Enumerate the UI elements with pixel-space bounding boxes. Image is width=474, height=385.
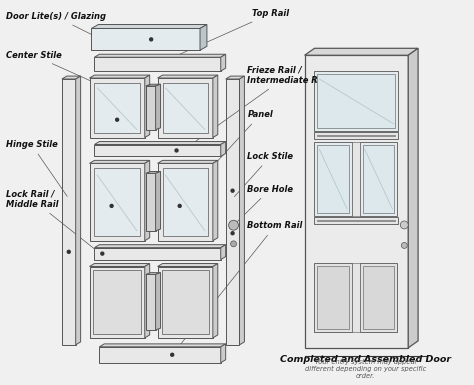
Polygon shape xyxy=(305,55,408,348)
Polygon shape xyxy=(146,173,155,231)
Polygon shape xyxy=(213,161,218,241)
Polygon shape xyxy=(226,76,245,79)
Polygon shape xyxy=(213,75,218,137)
Text: Panel: Panel xyxy=(182,110,273,200)
Polygon shape xyxy=(213,263,218,338)
Bar xyxy=(318,266,349,329)
Polygon shape xyxy=(94,142,226,144)
Text: Your entry system may appear
different depending on your specific
order.: Your entry system may appear different d… xyxy=(305,359,427,379)
Polygon shape xyxy=(157,266,213,338)
Polygon shape xyxy=(100,347,221,363)
Polygon shape xyxy=(226,79,239,345)
Polygon shape xyxy=(91,28,200,50)
Polygon shape xyxy=(145,263,150,338)
Polygon shape xyxy=(157,78,213,137)
Bar xyxy=(363,144,394,213)
Text: Center Stile: Center Stile xyxy=(6,51,148,107)
Bar xyxy=(162,271,209,334)
Circle shape xyxy=(150,38,153,41)
Text: Top Rail: Top Rail xyxy=(160,9,290,63)
Polygon shape xyxy=(221,344,226,363)
Polygon shape xyxy=(90,78,145,137)
Bar xyxy=(318,74,395,128)
Polygon shape xyxy=(145,75,150,137)
Circle shape xyxy=(110,204,113,208)
Polygon shape xyxy=(90,163,145,241)
Circle shape xyxy=(67,250,70,253)
Polygon shape xyxy=(146,275,155,330)
Bar xyxy=(314,263,352,332)
Polygon shape xyxy=(62,76,81,79)
Polygon shape xyxy=(157,161,218,163)
Circle shape xyxy=(101,252,104,255)
Polygon shape xyxy=(157,163,213,241)
Bar xyxy=(94,83,140,132)
Text: Frieze Rail /
Intermediate Rail: Frieze Rail / Intermediate Rail xyxy=(185,65,329,149)
Polygon shape xyxy=(76,76,81,345)
Text: Bore Hole: Bore Hole xyxy=(236,185,293,223)
Polygon shape xyxy=(155,171,161,231)
Bar xyxy=(163,83,208,132)
Polygon shape xyxy=(146,84,161,86)
Circle shape xyxy=(401,221,408,229)
Polygon shape xyxy=(90,161,150,163)
Polygon shape xyxy=(100,344,226,347)
Circle shape xyxy=(231,232,234,235)
Bar xyxy=(163,168,208,236)
Polygon shape xyxy=(90,263,150,266)
Polygon shape xyxy=(146,273,161,275)
Polygon shape xyxy=(90,75,150,78)
Polygon shape xyxy=(221,54,226,71)
Circle shape xyxy=(228,220,238,230)
Circle shape xyxy=(171,353,173,356)
Polygon shape xyxy=(94,57,221,71)
Circle shape xyxy=(231,189,234,192)
Polygon shape xyxy=(157,75,218,78)
Polygon shape xyxy=(157,263,218,266)
Polygon shape xyxy=(94,144,221,156)
Bar xyxy=(363,266,394,329)
Polygon shape xyxy=(146,171,161,173)
Polygon shape xyxy=(239,76,245,345)
Polygon shape xyxy=(305,48,418,55)
Polygon shape xyxy=(155,84,161,130)
Bar xyxy=(314,71,398,131)
Polygon shape xyxy=(200,25,207,50)
Polygon shape xyxy=(62,79,76,345)
Polygon shape xyxy=(146,86,155,130)
Polygon shape xyxy=(145,161,150,241)
Polygon shape xyxy=(94,245,226,248)
Polygon shape xyxy=(90,266,145,338)
Bar xyxy=(318,144,349,213)
Bar xyxy=(360,142,397,216)
Bar xyxy=(314,132,398,139)
Text: Bottom Rail: Bottom Rail xyxy=(174,221,303,353)
Bar xyxy=(360,263,397,332)
Bar xyxy=(94,168,140,236)
Circle shape xyxy=(231,241,237,247)
Polygon shape xyxy=(94,54,226,57)
Bar xyxy=(318,220,395,221)
Text: Hinge Stile: Hinge Stile xyxy=(6,140,67,196)
Text: Door Lite(s) / Glazing: Door Lite(s) / Glazing xyxy=(6,12,106,38)
Circle shape xyxy=(116,118,118,121)
Bar xyxy=(93,271,141,334)
Bar xyxy=(314,217,398,224)
Circle shape xyxy=(175,149,178,152)
Polygon shape xyxy=(91,25,207,28)
Bar xyxy=(352,142,360,216)
Bar xyxy=(314,142,352,216)
Polygon shape xyxy=(155,273,161,330)
Bar xyxy=(318,135,395,136)
Polygon shape xyxy=(221,142,226,156)
Text: Lock Stile: Lock Stile xyxy=(235,152,293,197)
Polygon shape xyxy=(408,48,418,348)
Circle shape xyxy=(178,204,181,208)
Polygon shape xyxy=(94,248,221,259)
Polygon shape xyxy=(221,245,226,259)
Text: Lock Rail /
Middle Rail: Lock Rail / Middle Rail xyxy=(6,189,98,252)
Circle shape xyxy=(401,243,407,248)
Bar xyxy=(352,263,360,332)
Text: Completed and Assembled Door: Completed and Assembled Door xyxy=(280,355,451,364)
